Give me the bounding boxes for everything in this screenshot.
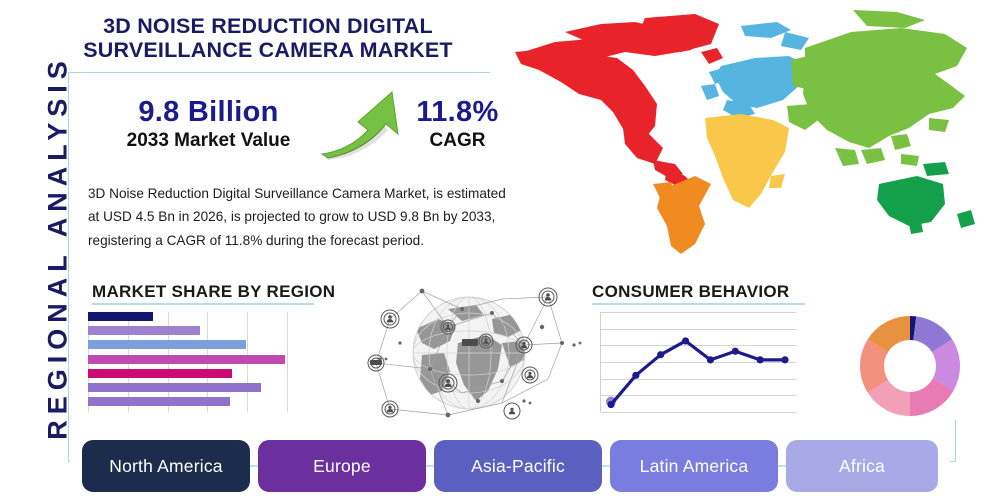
- region-pill-europe[interactable]: Europe: [258, 440, 426, 492]
- line-gridline: [601, 412, 796, 413]
- region-pill-africa[interactable]: Africa: [786, 440, 938, 492]
- market-description: 3D Noise Reduction Digital Surveillance …: [88, 186, 506, 248]
- global-network-globe-icon: [352, 283, 587, 423]
- line-gridline: [601, 378, 796, 380]
- region-pill-label: Asia-Pacific: [471, 455, 565, 476]
- line-data-point: [731, 347, 739, 355]
- line-chart-gridlines: [601, 312, 796, 413]
- region-pill-label: North America: [109, 455, 223, 476]
- consumer-behavior-line-chart: [600, 312, 796, 413]
- market-share-bar-chart: [88, 312, 288, 412]
- page-title: 3D NOISE REDUCTION DIGITAL SURVEILLANCE …: [83, 14, 453, 63]
- donut-segment: [867, 316, 910, 353]
- line-data-point: [781, 356, 789, 364]
- donut-segment: [913, 316, 953, 353]
- donut-segment: [910, 378, 954, 416]
- pill-connector: [250, 465, 258, 467]
- market-share-rule: [92, 303, 314, 305]
- region-pill-bar: North America Europe Asia-Pacific Latin Ame…: [82, 440, 962, 492]
- bar-gridline: [287, 312, 288, 412]
- market-share-heading: MARKET SHARE BY REGION: [92, 282, 336, 301]
- line-gridline: [601, 362, 796, 363]
- bar-chart-bar: [88, 397, 230, 407]
- line-gridline: [601, 395, 796, 397]
- region-pill-label: Africa: [839, 455, 885, 476]
- market-value-label: 2033 Market Value: [126, 130, 291, 151]
- consumer-behavior-heading: CONSUMER BEHAVIOR: [592, 282, 790, 301]
- pill-connector: [426, 465, 434, 467]
- bar-chart-bar: [88, 312, 153, 321]
- bar-chart-bar: [88, 354, 285, 364]
- line-gridline: [601, 328, 796, 330]
- line-data-point: [706, 356, 715, 364]
- cagr-label: CAGR: [429, 130, 486, 151]
- line-series-path: [609, 339, 787, 407]
- line-data-point: [657, 351, 665, 359]
- cagr-number: 11.8%: [416, 96, 499, 128]
- donut-segment: [867, 379, 910, 416]
- line-data-point: [607, 400, 615, 409]
- region-pill-latin-america[interactable]: Latin America: [610, 440, 778, 492]
- market-value-stat: 9.8 Billion 2033 Market Value: [96, 96, 321, 152]
- world-map-icon: [505, 8, 985, 270]
- line-data-point: [681, 337, 690, 345]
- region-pill-label: Europe: [313, 455, 371, 476]
- pill-connector: [778, 465, 786, 467]
- growth-arrow-icon: [318, 88, 408, 160]
- bar-chart-bar: [88, 383, 262, 392]
- consumer-behavior-rule: [592, 303, 805, 305]
- line-gridline: [601, 345, 796, 347]
- donut-segment: [931, 339, 960, 391]
- region-pill-label: Latin America: [639, 455, 749, 476]
- line-data-point: [632, 371, 640, 379]
- line-gridline: [601, 312, 796, 313]
- cagr-stat: 11.8% CAGR: [395, 96, 520, 152]
- region-share-donut-chart: [856, 312, 964, 420]
- regional-analysis-side-label: REGIONAL ANALYSIS: [42, 55, 73, 440]
- line-chart-plot: [606, 337, 789, 409]
- region-pill-north-america[interactable]: North America: [82, 440, 250, 492]
- pill-connector: [602, 465, 610, 467]
- bar-chart-bar: [88, 340, 246, 350]
- bar-chart-bar: [88, 368, 232, 378]
- market-value-number: 9.8 Billion: [138, 96, 279, 128]
- frame-mask-right: [948, 80, 966, 420]
- region-pill-asia-pacific[interactable]: Asia-Pacific: [434, 440, 602, 492]
- bar-chart-bar: [88, 326, 201, 336]
- donut-segment: [860, 339, 889, 393]
- donut-segment: [910, 316, 917, 341]
- line-data-point: [756, 356, 764, 364]
